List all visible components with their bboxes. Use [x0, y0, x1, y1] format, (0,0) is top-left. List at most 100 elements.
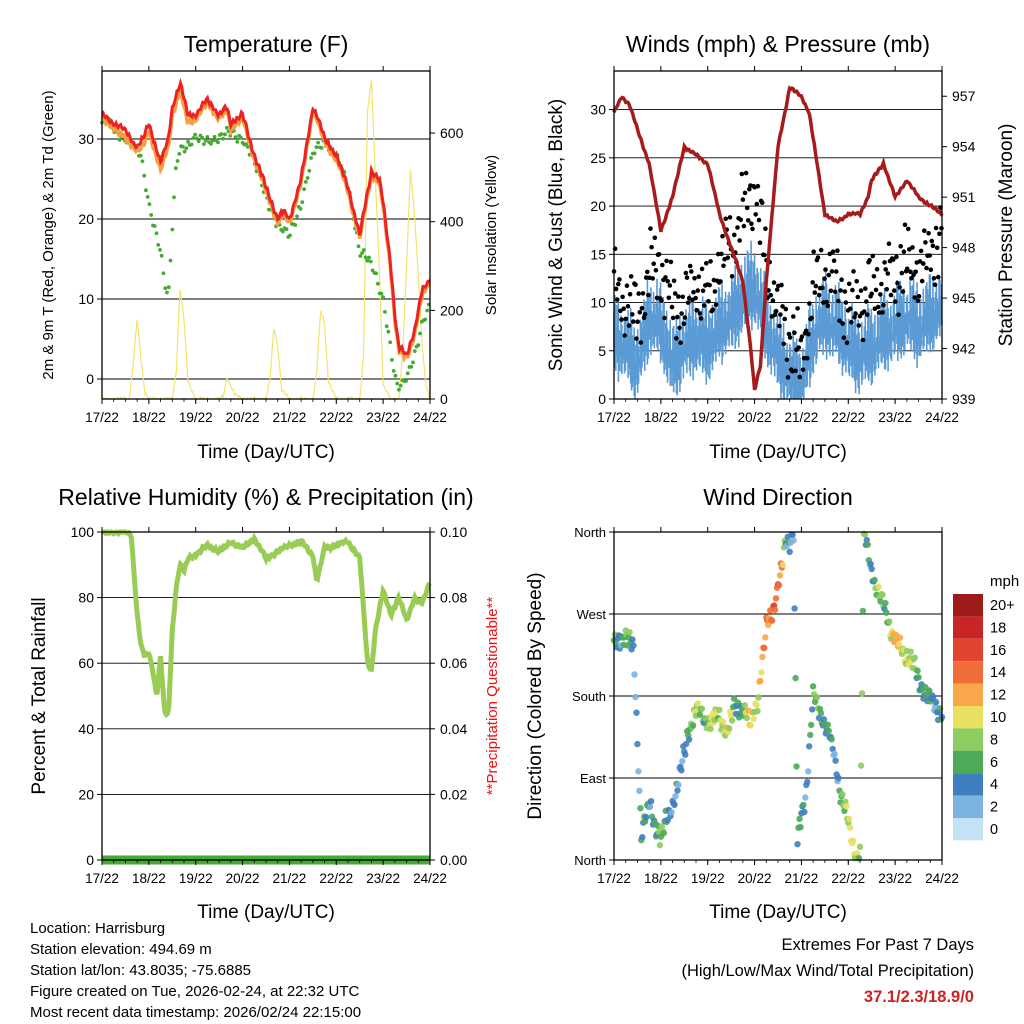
gust-point	[671, 278, 677, 284]
dewpoint-point	[142, 173, 147, 178]
dewpoint-point	[383, 310, 387, 314]
gust-point	[646, 292, 651, 298]
direction-point	[678, 767, 685, 774]
gust-point	[681, 321, 687, 327]
humidity-grid	[102, 531, 430, 861]
gust-point	[723, 216, 728, 222]
legend-label: 0	[990, 822, 998, 838]
temp-2m-line	[100, 77, 431, 356]
direction-point	[871, 576, 878, 584]
gust-point	[856, 323, 862, 328]
direction-point	[932, 699, 940, 706]
direction-point	[660, 830, 667, 837]
direction-point	[875, 583, 882, 590]
gust-point	[701, 303, 707, 308]
dewpoint-point	[191, 136, 196, 140]
dewpoint-point	[216, 140, 220, 145]
gust-point	[678, 340, 683, 346]
dewpoint-point	[175, 159, 180, 163]
temperature-frame	[101, 70, 431, 400]
x-tick-label: 18/22	[644, 410, 678, 425]
dewpoint-point	[302, 187, 306, 192]
direction-point	[809, 683, 817, 690]
gust-point	[750, 226, 755, 232]
dewpoint-point	[182, 149, 187, 154]
gust-point	[622, 333, 627, 338]
y-tick-label: 60	[78, 655, 94, 671]
gust-point	[930, 243, 936, 249]
gust-point	[900, 289, 906, 294]
gust-point	[614, 297, 620, 302]
temperature-y2label: Solar Insolation (Yellow)	[483, 155, 500, 315]
direction-point	[843, 803, 850, 810]
gust-point	[719, 251, 724, 257]
gust-point	[708, 259, 713, 264]
legend-swatch	[953, 638, 983, 662]
gust-point	[665, 279, 670, 284]
gust-point	[713, 302, 719, 308]
dewpoint-point	[221, 136, 226, 141]
direction-xlabel: Time (Day/UTC)	[709, 902, 847, 923]
dewpoint-point	[384, 324, 389, 329]
dewpoint-point	[316, 140, 320, 145]
dewpoint-point	[367, 255, 371, 260]
gust-point	[743, 170, 749, 176]
gust-point	[784, 357, 790, 363]
dewpoint-point	[404, 379, 408, 383]
gust-point	[618, 308, 623, 314]
direction-point	[806, 743, 813, 750]
gust-point	[830, 249, 836, 254]
dewpoint-point	[238, 135, 243, 140]
y2-tick-label: 200	[440, 302, 464, 318]
direction-point	[765, 621, 772, 629]
direction-point	[914, 667, 921, 674]
direction-point	[743, 714, 750, 722]
dewpoint-point	[314, 145, 319, 150]
dewpoint-point	[412, 349, 417, 353]
dewpoint-point	[184, 146, 189, 151]
x-tick-label: 19/22	[691, 871, 725, 886]
gust-point	[890, 257, 896, 262]
gust-point	[928, 267, 934, 273]
dewpoint-point	[386, 329, 391, 334]
dewpoint-point	[361, 248, 366, 252]
y2-tick-label: 0	[440, 391, 448, 407]
direction-point	[859, 607, 867, 615]
direction-point	[779, 561, 787, 568]
x-tick-label: 22/22	[319, 871, 353, 886]
direction-point	[861, 531, 869, 538]
gust-point	[831, 258, 837, 264]
y2-tick-label: 0.00	[440, 852, 467, 868]
direction-point	[825, 727, 832, 735]
gust-point	[905, 226, 911, 232]
gust-point	[693, 295, 698, 301]
dewpoint-point	[166, 285, 171, 290]
gust-point	[696, 274, 702, 280]
x-tick-label: 20/22	[226, 410, 260, 425]
direction-point	[730, 695, 738, 702]
gust-point	[853, 311, 858, 316]
legend-label: 10	[990, 710, 1006, 726]
direction-panel: Wind Direction North East South West North 17…	[525, 484, 1019, 923]
gust-point	[897, 285, 902, 290]
direction-point	[886, 618, 893, 625]
x-tick-label: 23/22	[366, 410, 400, 425]
gust-point	[725, 255, 731, 260]
gust-point	[899, 270, 905, 276]
gust-point	[791, 314, 796, 319]
dewpoint-point	[409, 364, 414, 369]
gust-point	[813, 283, 819, 289]
gust-point	[781, 341, 786, 347]
y-tick-label: North	[574, 525, 606, 540]
direction-point	[762, 634, 769, 641]
gust-point	[780, 304, 785, 309]
gust-point	[936, 274, 941, 280]
gust-point	[755, 183, 761, 189]
direction-point	[630, 642, 637, 649]
gust-point	[639, 305, 645, 311]
y-tick-label: 20	[78, 211, 94, 227]
gust-point	[886, 241, 892, 246]
extremes-values: 37.1/2.3/18.9/0	[863, 988, 974, 1006]
gust-point	[841, 335, 847, 341]
winds-xlabel: Time (Day/UTC)	[709, 442, 847, 463]
